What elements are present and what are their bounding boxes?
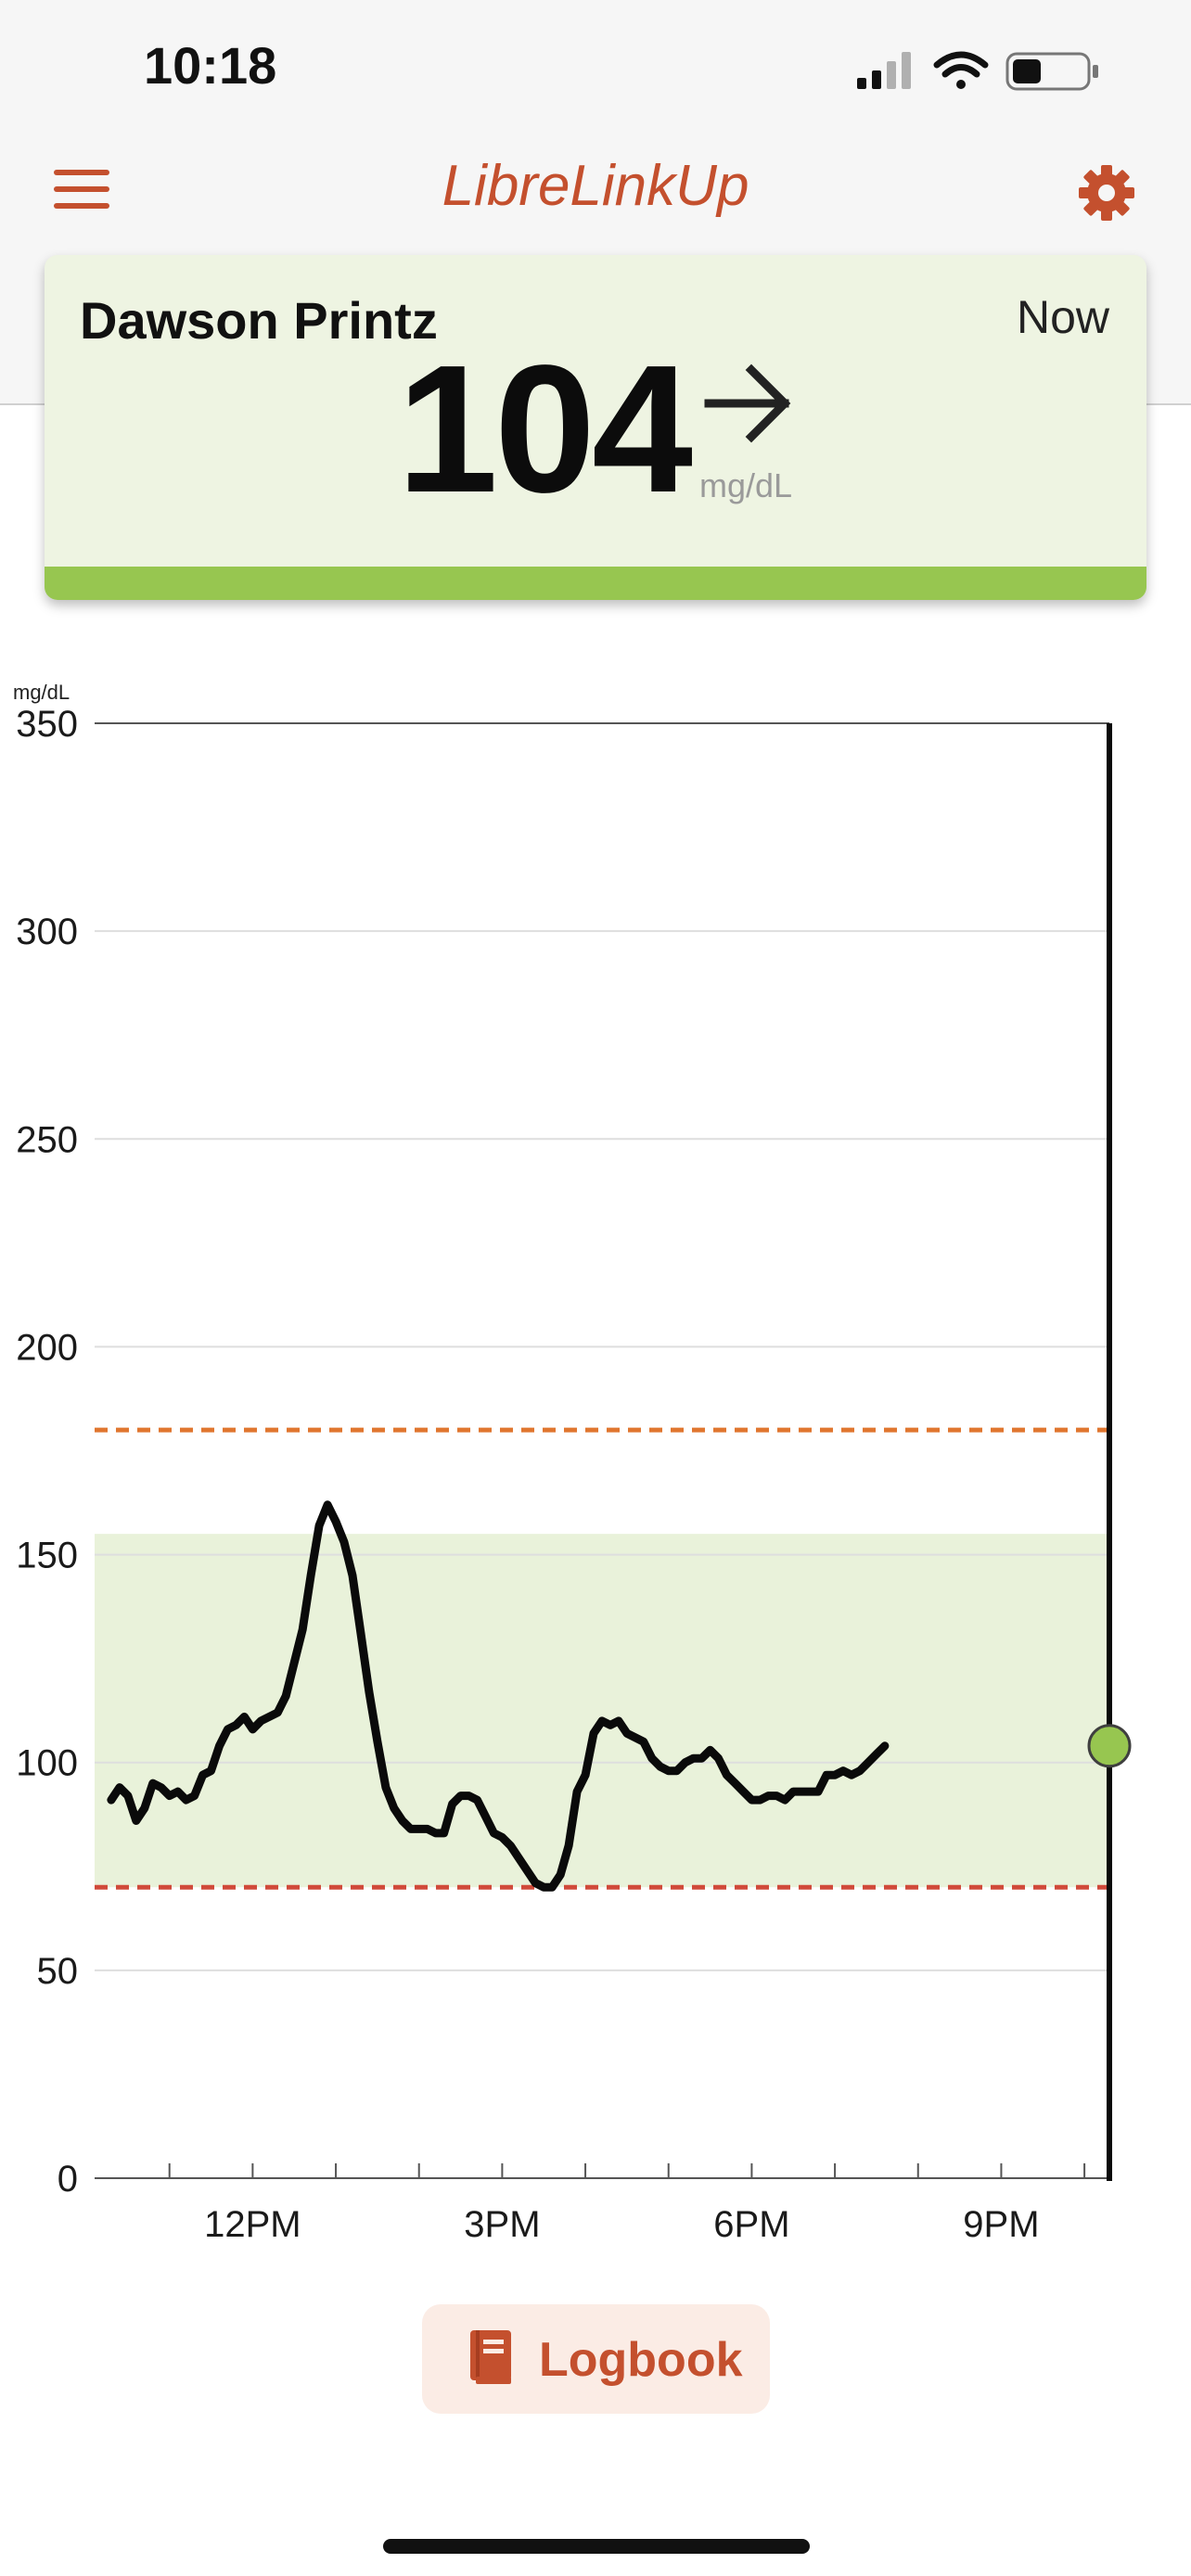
- home-indicator[interactable]: [383, 2539, 810, 2554]
- y-tick-label: 100: [16, 1743, 78, 1784]
- patient-name: Dawson Printz: [80, 291, 438, 350]
- x-tick-label: 3PM: [464, 2204, 540, 2245]
- glucose-unit: mg/dL: [699, 466, 793, 504]
- app-title: LibreLinkUp: [442, 154, 749, 218]
- logbook-button[interactable]: Logbook: [422, 2304, 770, 2414]
- reading-time: Now: [1016, 291, 1109, 343]
- gear-icon: [1079, 165, 1134, 221]
- glucose-chart[interactable]: 350 300 250 200 150 100 50 0 mg/dL 12PM 3PM 6PM 9PM: [0, 668, 1191, 2263]
- y-tick-label: 250: [16, 1119, 78, 1160]
- x-tick-label: 6PM: [713, 2204, 789, 2245]
- hamburger-menu-button[interactable]: [54, 170, 109, 212]
- x-tick-label: 12PM: [204, 2204, 301, 2245]
- logbook-label: Logbook: [539, 2333, 743, 2387]
- hamburger-menu-icon: [54, 170, 109, 175]
- status-icons: [857, 51, 1098, 91]
- y-tick-label: 0: [58, 2159, 78, 2200]
- x-tick-label: 9PM: [963, 2204, 1039, 2245]
- target-range-band: [95, 1534, 1109, 1888]
- y-tick-label: 200: [16, 1327, 78, 1368]
- status-time: 10:18: [144, 36, 277, 95]
- glucose-series-line: [107, 1500, 890, 1892]
- y-tick-label: 350: [16, 704, 78, 745]
- glucose-value: 104: [397, 327, 693, 530]
- battery-icon: [1005, 52, 1098, 91]
- y-tick-label: 300: [16, 912, 78, 952]
- y-tick-label: 50: [37, 1951, 79, 1992]
- current-reading-marker: [1087, 1724, 1132, 1768]
- book-icon: [470, 2330, 511, 2384]
- signal-icon: [857, 52, 911, 89]
- settings-button[interactable]: [1076, 162, 1137, 223]
- y-tick-label: 150: [16, 1536, 78, 1576]
- arrow-right-icon: [704, 363, 791, 443]
- wifi-icon: [933, 51, 989, 89]
- y-axis-unit-label: mg/dL: [13, 681, 70, 704]
- glucose-reading-card[interactable]: Dawson Printz Now 104 mg/dL: [45, 255, 1146, 600]
- glucose-chart-container: 350 300 250 200 150 100 50 0 mg/dL 12PM 3PM 6PM 9PM: [0, 668, 1191, 2263]
- status-bar: 10:18: [0, 0, 1191, 139]
- range-status-bar: [45, 567, 1146, 600]
